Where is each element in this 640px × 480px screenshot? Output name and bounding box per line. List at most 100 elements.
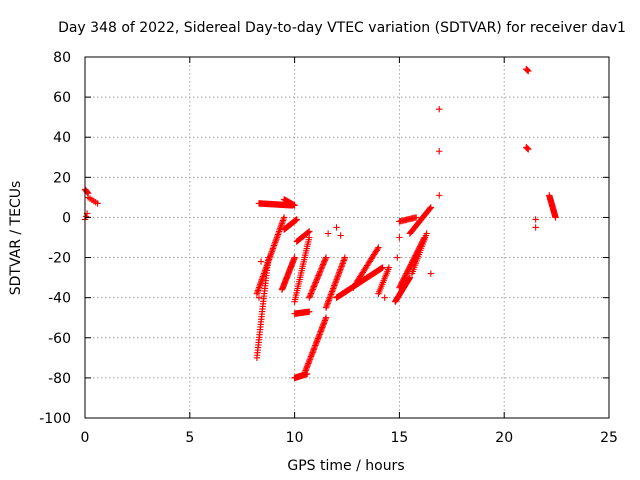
- y-tick-label: -20: [48, 251, 71, 267]
- x-tick-label: 25: [600, 430, 618, 446]
- data-point: [340, 258, 347, 266]
- data-point: [262, 267, 269, 274]
- data-point: [322, 255, 329, 263]
- data-point: [260, 271, 267, 279]
- data-point: [525, 67, 532, 75]
- data-point: [257, 279, 264, 286]
- data-point: [318, 264, 326, 271]
- data-point: [327, 291, 335, 298]
- data-point: [321, 257, 329, 264]
- data-point: [322, 254, 330, 261]
- data-point: [306, 308, 313, 315]
- y-tick-label: 60: [53, 90, 71, 106]
- y-axis-label: SDTVAR / TECUs: [8, 181, 24, 296]
- data-point: [82, 213, 90, 220]
- data-point: [264, 259, 272, 266]
- grid-lines: [85, 57, 609, 418]
- data-point: [275, 228, 283, 235]
- data-point: [256, 282, 263, 290]
- data-point: [291, 202, 298, 209]
- data-point: [268, 248, 276, 255]
- data-point: [269, 246, 276, 254]
- y-tick-label: 20: [53, 170, 71, 186]
- data-point: [308, 288, 315, 296]
- data-point: [314, 275, 321, 282]
- data-point: [274, 231, 282, 238]
- data-point: [258, 278, 265, 285]
- data-point: [257, 258, 265, 265]
- data-point: [336, 267, 344, 275]
- x-tick-label: 5: [185, 430, 194, 446]
- data-point: [310, 283, 318, 290]
- data-point: [334, 273, 341, 280]
- data-point: [272, 239, 279, 246]
- data-point: [524, 67, 531, 74]
- data-point: [322, 304, 330, 311]
- data-point: [270, 243, 277, 251]
- data-point: [341, 255, 348, 263]
- data-point: [94, 200, 101, 207]
- y-tick-label: 40: [53, 130, 71, 146]
- y-tick-label: -60: [48, 331, 71, 347]
- data-point: [322, 314, 330, 321]
- data-point: [305, 229, 312, 236]
- data-point: [325, 298, 332, 305]
- data-point: [258, 276, 266, 283]
- data-point: [317, 266, 325, 274]
- data-point: [254, 288, 261, 296]
- data-point: [338, 263, 345, 270]
- data-point: [273, 236, 280, 243]
- data-point: [269, 245, 277, 252]
- y-tick-label: 0: [62, 210, 71, 226]
- data-point: [313, 277, 320, 285]
- data-point: [523, 144, 531, 152]
- data-point: [306, 293, 314, 300]
- data-point: [319, 261, 327, 268]
- data-point: [307, 291, 314, 299]
- data-point: [271, 240, 278, 248]
- data-point: [261, 268, 268, 276]
- data-point: [394, 254, 401, 261]
- data-point: [306, 234, 313, 241]
- data-point: [426, 205, 434, 212]
- y-tick-label: 80: [53, 50, 71, 66]
- data-point: [274, 232, 281, 240]
- data-point: [272, 237, 279, 244]
- data-point: [552, 214, 559, 221]
- data-point: [325, 297, 333, 304]
- data-point: [337, 264, 345, 272]
- axis-ticks: 0 5 10 15 20 25 -100 -80 -60 -40 -20 0 20 40 60 80: [39, 50, 618, 446]
- data-point: [379, 264, 386, 271]
- data-point: [323, 301, 331, 308]
- chart-title: Day 348 of 2022, Sidereal Day-to-day VTE…: [58, 20, 626, 36]
- data-point: [277, 223, 284, 230]
- data-point: [255, 284, 263, 291]
- data-point: [375, 244, 382, 251]
- data-point: [333, 276, 340, 283]
- data-point: [306, 228, 313, 235]
- data-point: [330, 285, 337, 292]
- data-point: [337, 232, 344, 239]
- data-point: [259, 273, 267, 280]
- data-point: [311, 280, 319, 288]
- data-point: [326, 295, 333, 303]
- data-point: [340, 257, 347, 264]
- data-point: [532, 224, 539, 231]
- data-point: [374, 245, 381, 253]
- data-point: [328, 289, 335, 297]
- data-point: [385, 264, 393, 271]
- data-point: [324, 230, 332, 237]
- data-point: [265, 256, 273, 263]
- data-point: [318, 265, 325, 272]
- data-point: [273, 234, 281, 241]
- data-point: [257, 281, 264, 288]
- data-point: [279, 218, 286, 226]
- data-point: [331, 282, 338, 289]
- data-point: [260, 270, 268, 277]
- x-tick-label: 0: [81, 430, 90, 446]
- data-point: [436, 148, 443, 155]
- data-point: [275, 229, 282, 237]
- data-point: [327, 292, 334, 300]
- data-point: [280, 214, 288, 221]
